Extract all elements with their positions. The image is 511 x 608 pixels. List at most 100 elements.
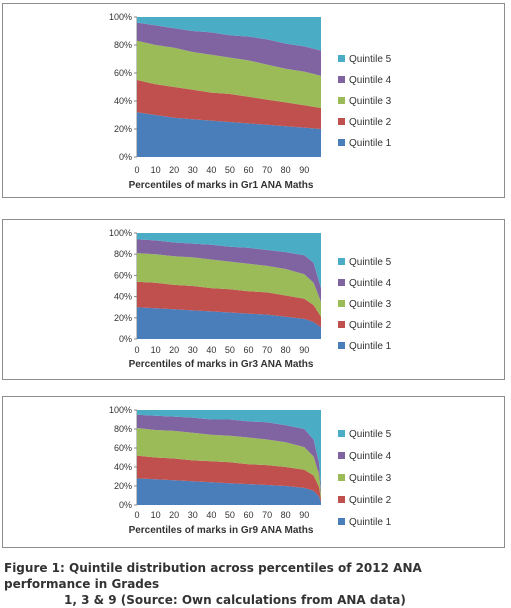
figure-caption: Figure 1: Quintile distribution across p… [4, 560, 509, 608]
legend-label-quintile-1: Quintile 1 [349, 517, 392, 528]
legend-swatch-quintile-4 [338, 76, 345, 83]
legend-label-quintile-5: Quintile 5 [349, 257, 392, 268]
y-tick-label: 100% [109, 405, 132, 415]
x-tick-label: 50 [225, 345, 235, 355]
legend-swatch-quintile-2 [338, 118, 345, 125]
x-tick-label: 0 [134, 510, 139, 520]
caption-line-2: 1, 3 & 9 (Source: Own calculations from … [64, 593, 406, 607]
x-tick-label: 70 [262, 165, 272, 175]
x-tick-label: 60 [244, 165, 254, 175]
x-tick-label: 50 [225, 510, 235, 520]
x-tick-label: 20 [169, 165, 179, 175]
x-tick-label: 10 [151, 165, 161, 175]
y-tick-label: 80% [114, 40, 132, 50]
legend-label-quintile-1: Quintile 1 [349, 138, 392, 149]
x-tick-label: 60 [244, 510, 254, 520]
y-tick-label: 0% [119, 334, 132, 344]
legend-label-quintile-5: Quintile 5 [349, 54, 392, 65]
chart-gr9: 0% 20% 40% 60% 80% 100% 0 10 20 30 40 50 60 70 80 90 Per… [109, 405, 392, 536]
legend-swatch-quintile-4 [338, 452, 345, 459]
caption-line-1: Figure 1: Quintile distribution across p… [4, 561, 422, 591]
x-tick-label: 90 [299, 345, 309, 355]
legend-swatch-quintile-3 [338, 97, 345, 104]
x-tick-label: 50 [225, 165, 235, 175]
area-quintile-1 [137, 478, 321, 505]
x-tick-label: 0 [134, 165, 139, 175]
x-tick-label: 30 [188, 345, 198, 355]
y-tick-label: 100% [109, 228, 132, 238]
x-tick-label: 90 [299, 165, 309, 175]
legend-label-quintile-4: Quintile 4 [349, 278, 392, 289]
x-tick-label: 80 [281, 345, 291, 355]
chart-panel-gr9: 0% 20% 40% 60% 80% 100% 0 10 20 30 40 50 60 70 80 90 Per… [2, 396, 505, 548]
legend-swatch-quintile-2 [338, 496, 345, 503]
legend-label-quintile-3: Quintile 3 [349, 299, 392, 310]
chart-gr1: 0% 20% 40% 60% 80% 100% 0 10 20 30 40 50 60 70 80 90 Per… [109, 12, 392, 191]
x-tick-label: 70 [262, 510, 272, 520]
area-quintile-4 [137, 414, 321, 495]
x-tick-label: 30 [188, 165, 198, 175]
x-axis-label: Percentiles of marks in Gr9 ANA Maths [129, 525, 314, 536]
legend-swatch-quintile-3 [338, 474, 345, 481]
legend-swatch-quintile-1 [338, 139, 345, 146]
y-tick-label: 80% [114, 249, 132, 259]
legend-label-quintile-2: Quintile 2 [349, 117, 392, 128]
y-tick-label: 80% [114, 424, 132, 434]
legend-label-quintile-3: Quintile 3 [349, 473, 392, 484]
x-tick-label: 10 [151, 510, 161, 520]
y-tick-label: 0% [119, 152, 132, 162]
legend-swatch-quintile-2 [338, 321, 345, 328]
x-axis-label: Percentiles of marks in Gr3 ANA Maths [129, 359, 314, 370]
y-tick-label: 40% [114, 292, 132, 302]
area-quintile-1 [137, 307, 321, 339]
legend-swatch-quintile-5 [338, 55, 345, 62]
legend-swatch-quintile-5 [338, 430, 345, 437]
y-tick-label: 60% [114, 270, 132, 280]
legend-label-quintile-4: Quintile 4 [349, 75, 392, 86]
x-tick-label: 80 [281, 165, 291, 175]
legend-swatch-quintile-1 [338, 342, 345, 349]
x-tick-label: 80 [281, 510, 291, 520]
area-quintile-5 [137, 410, 321, 490]
area-quintile-2 [137, 455, 321, 503]
area-quintile-1 [137, 112, 321, 157]
x-tick-label: 40 [206, 165, 216, 175]
y-tick-label: 100% [109, 12, 132, 22]
legend-swatch-quintile-5 [338, 258, 345, 265]
x-tick-label: 90 [299, 510, 309, 520]
x-tick-label: 30 [188, 510, 198, 520]
area-quintile-3 [137, 253, 321, 317]
chart-panel-gr3: 0% 20% 40% 60% 80% 100% 0 10 20 30 40 50 60 70 80 90 Per… [2, 219, 505, 380]
y-tick-label: 20% [114, 481, 132, 491]
x-tick-label: 0 [134, 345, 139, 355]
y-tick-label: 20% [114, 313, 132, 323]
area-quintile-4 [137, 239, 321, 302]
x-tick-label: 20 [169, 510, 179, 520]
y-tick-label: 0% [119, 500, 132, 510]
legend-swatch-quintile-4 [338, 279, 345, 286]
y-tick-label: 20% [114, 124, 132, 134]
chart-gr3: 0% 20% 40% 60% 80% 100% 0 10 20 30 40 50 60 70 80 90 Per… [109, 228, 392, 370]
area-quintile-3 [137, 428, 321, 500]
legend-swatch-quintile-1 [338, 518, 345, 525]
x-tick-label: 10 [151, 345, 161, 355]
y-tick-label: 40% [114, 96, 132, 106]
x-tick-label: 20 [169, 345, 179, 355]
chart-panel-gr1: 0% 20% 40% 60% 80% 100% 0 10 20 30 40 50 60 70 80 90 Per… [2, 3, 505, 198]
x-tick-label: 70 [262, 345, 272, 355]
area-quintile-5 [137, 233, 321, 289]
legend-label-quintile-2: Quintile 2 [349, 320, 392, 331]
area-quintile-2 [137, 281, 321, 328]
legend-label-quintile-4: Quintile 4 [349, 451, 392, 462]
y-tick-label: 40% [114, 462, 132, 472]
area-quintile-2 [137, 80, 321, 129]
y-tick-label: 60% [114, 443, 132, 453]
x-tick-label: 40 [206, 345, 216, 355]
legend-label-quintile-2: Quintile 2 [349, 495, 392, 506]
legend-label-quintile-5: Quintile 5 [349, 429, 392, 440]
area-quintile-5 [137, 17, 321, 51]
x-tick-label: 40 [206, 510, 216, 520]
x-tick-label: 60 [244, 345, 254, 355]
x-axis-label: Percentiles of marks in Gr1 ANA Maths [129, 180, 314, 191]
legend-swatch-quintile-3 [338, 300, 345, 307]
